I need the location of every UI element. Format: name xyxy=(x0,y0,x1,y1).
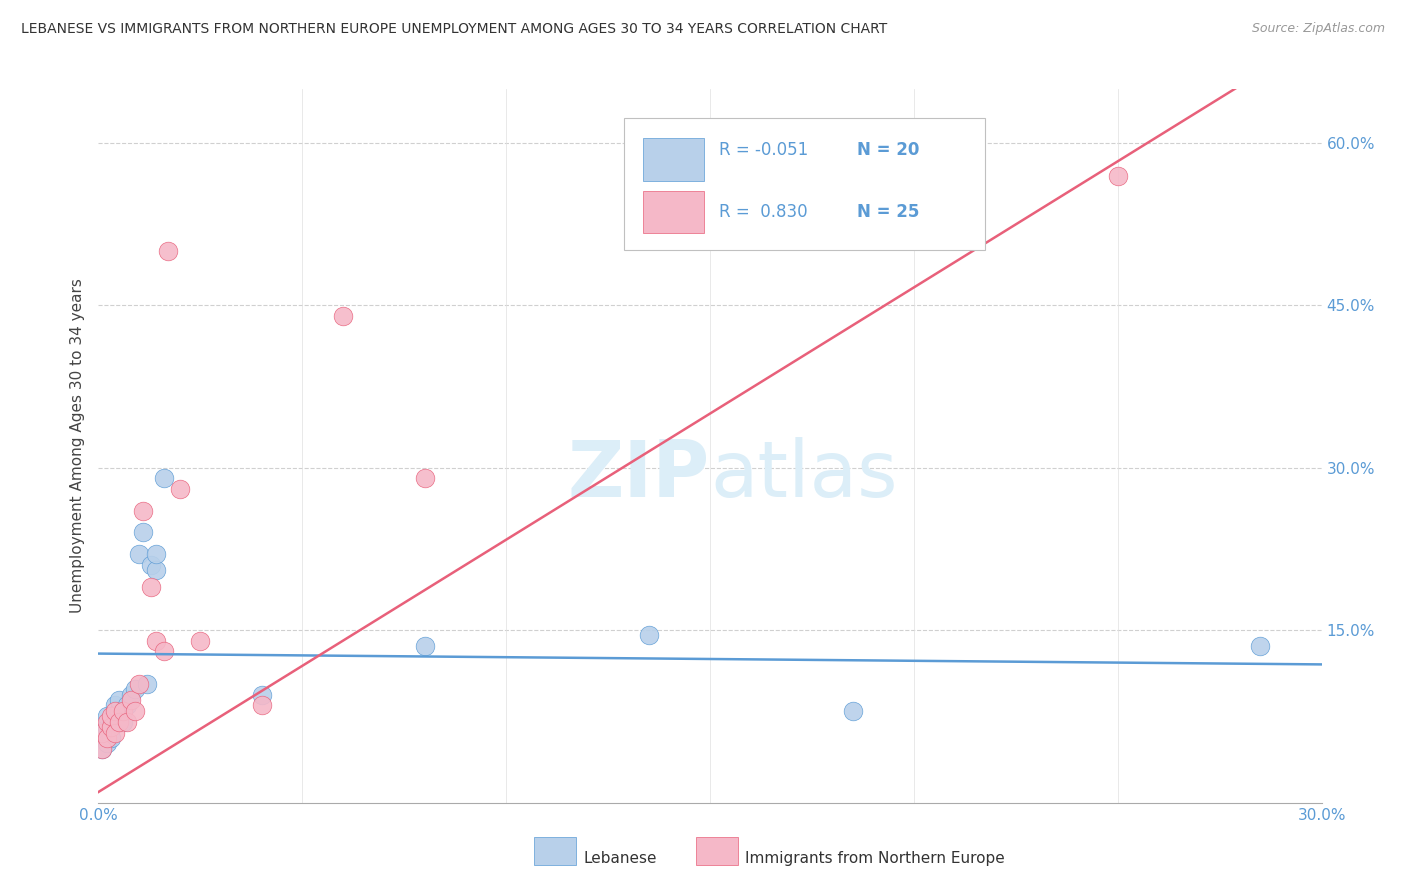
Text: R =  0.830: R = 0.830 xyxy=(718,203,807,221)
Text: N = 25: N = 25 xyxy=(856,203,920,221)
Text: Source: ZipAtlas.com: Source: ZipAtlas.com xyxy=(1251,22,1385,36)
Point xyxy=(91,741,114,756)
Point xyxy=(104,725,127,739)
Point xyxy=(413,471,436,485)
Point xyxy=(104,709,127,723)
Point xyxy=(413,639,436,653)
Point xyxy=(1107,169,1129,183)
Text: LEBANESE VS IMMIGRANTS FROM NORTHERN EUROPE UNEMPLOYMENT AMONG AGES 30 TO 34 YEA: LEBANESE VS IMMIGRANTS FROM NORTHERN EUR… xyxy=(21,22,887,37)
Point xyxy=(108,714,131,729)
Point xyxy=(136,677,159,691)
Point xyxy=(841,158,863,172)
FancyBboxPatch shape xyxy=(643,137,704,180)
Point xyxy=(100,731,122,745)
Text: Lebanese: Lebanese xyxy=(583,851,657,865)
Point xyxy=(96,736,118,750)
Point xyxy=(124,682,146,697)
Point xyxy=(152,471,174,485)
Point xyxy=(132,504,155,518)
Point xyxy=(188,633,212,648)
Point xyxy=(96,731,118,745)
Text: N = 20: N = 20 xyxy=(856,141,920,159)
Point xyxy=(100,720,122,734)
Point xyxy=(120,688,142,702)
Point xyxy=(841,704,863,718)
Point xyxy=(145,563,167,577)
Point xyxy=(115,698,138,713)
Point xyxy=(638,628,661,642)
Point xyxy=(100,714,122,729)
Point xyxy=(108,693,131,707)
Point xyxy=(104,698,127,713)
Text: Immigrants from Northern Europe: Immigrants from Northern Europe xyxy=(745,851,1005,865)
Point xyxy=(156,244,179,259)
FancyBboxPatch shape xyxy=(643,191,704,234)
Point xyxy=(152,644,174,658)
Point xyxy=(120,693,142,707)
Point xyxy=(250,688,273,702)
Point xyxy=(104,704,127,718)
Point xyxy=(250,698,273,713)
Point xyxy=(128,677,150,691)
Point xyxy=(108,704,131,718)
Point xyxy=(91,725,114,739)
Point xyxy=(132,525,155,540)
Text: atlas: atlas xyxy=(710,436,897,513)
Text: ZIP: ZIP xyxy=(568,436,710,513)
Y-axis label: Unemployment Among Ages 30 to 34 years: Unemployment Among Ages 30 to 34 years xyxy=(69,278,84,614)
Point xyxy=(96,714,118,729)
Point xyxy=(124,704,146,718)
Point xyxy=(111,704,134,718)
Point xyxy=(91,741,114,756)
Point xyxy=(169,482,191,496)
FancyBboxPatch shape xyxy=(624,118,986,250)
Point xyxy=(141,558,163,572)
Point xyxy=(128,547,150,561)
Text: R = -0.051: R = -0.051 xyxy=(718,141,808,159)
Point xyxy=(1249,639,1271,653)
Point xyxy=(332,310,354,324)
Point xyxy=(96,720,118,734)
Point xyxy=(100,709,122,723)
Point xyxy=(96,709,118,723)
Point xyxy=(145,547,167,561)
Point xyxy=(91,725,114,739)
Point xyxy=(115,714,138,729)
Point xyxy=(111,714,134,729)
Point xyxy=(145,633,167,648)
Point xyxy=(141,580,163,594)
